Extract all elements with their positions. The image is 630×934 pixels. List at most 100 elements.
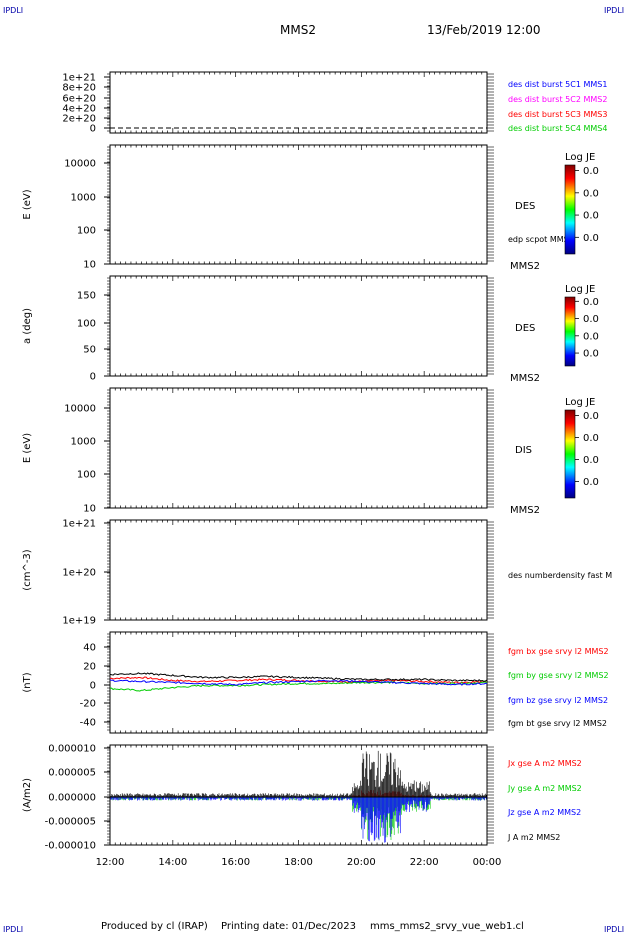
series-jy [110,797,487,840]
instrument-label: DES [515,201,535,212]
y-axis-label: E (eV) [22,189,33,219]
y-tick-label: 10 [83,504,96,515]
y-tick-label: 8e+20 [62,83,96,94]
legend-entry: des dist burst 5C3 MMS3 [508,110,607,119]
y-tick-label: 50 [83,345,96,356]
spacecraft-label: MMS2 [510,373,540,384]
footer-produced: Produced by cl (IRAP) [101,921,208,932]
y-tick-label: -20 [80,699,96,710]
corner-br: IPDLI [604,925,624,934]
y-tick-label: 100 [77,470,96,481]
panel-frame [109,275,488,377]
x-tick-label: 14:00 [158,857,187,868]
legend-entry: des dist burst 5C4 MMS4 [508,124,607,133]
y-tick-label: 0.000010 [48,744,96,755]
legend-entry: J A m2 MMS2 [507,833,560,842]
y-tick-label: 0 [90,681,96,692]
legend-entry: des dist burst 5C2 MMS2 [508,95,607,104]
y-tick-label: -0.000005 [45,817,96,828]
series-j [110,750,487,797]
colorbar-tick-label: 0.0 [583,188,599,199]
panel-frame [109,144,488,265]
spacecraft-label: MMS2 [510,505,540,516]
y-tick-label: 0 [90,124,96,135]
panel-frame [109,71,488,134]
colorbar [564,409,576,499]
y-tick-label: 10000 [64,404,96,415]
y-tick-label: 2e+20 [62,114,96,125]
legend-entry: Jy gse A m2 MMS2 [507,784,582,793]
colorbar-tick-label: 0.0 [583,455,599,466]
colorbar-tick-label: 0.0 [583,233,599,244]
y-tick-label: 0.000005 [48,768,96,779]
colorbar-tick-label: 0.0 [583,411,599,422]
legend-entry: fgm by gse srvy l2 MMS2 [508,671,609,680]
x-tick-label: 12:00 [96,857,125,868]
colorbar-tick-label: 0.0 [583,477,599,488]
colorbar-tick-label: 0.0 [583,349,599,360]
y-tick-label: 1e+21 [62,519,96,530]
x-tick-label: 18:00 [284,857,313,868]
corner-tr: IPDLI [604,6,624,15]
x-tick-label: 22:00 [410,857,439,868]
footer-printing: Printing date: 01/Dec/2023 [221,921,356,932]
legend-entry: fgm bt gse srvy l2 MMS2 [508,719,607,728]
y-axis-label: (cm^-3) [22,549,33,590]
y-tick-label: 1000 [71,437,96,448]
y-tick-label: 0.000000 [48,793,96,804]
x-tick-label: 16:00 [221,857,250,868]
sublabel: edp scpot MMS2 [508,235,574,244]
colorbar [564,296,576,367]
legend-entry: fgm bz gse srvy l2 MMS2 [508,696,608,705]
legend-entry: Jx gse A m2 MMS2 [507,759,582,768]
y-axis-label: (A/m2) [22,778,33,812]
colorbar-tick-label: 0.0 [583,166,599,177]
colorbar-title: Log JE [565,397,595,408]
header-title: MMS2 [280,23,316,37]
footer-file: mms_mms2_srvy_vue_web1.cl [370,921,524,932]
y-tick-label: 1e+19 [62,616,96,627]
y-tick-label: 1e+20 [62,568,96,579]
colorbar-tick-label: 0.0 [583,433,599,444]
series-line [109,681,488,692]
legend-entry: des dist burst 5C1 MMS1 [508,80,607,89]
corner-tl: IPDLI [3,6,23,15]
colorbar-tick-label: 0.0 [583,211,599,222]
colorbar-tick-label: 0.0 [583,331,599,342]
header-datetime: 13/Feb/2019 12:00 [427,23,541,37]
y-tick-label: 4e+20 [62,104,96,115]
y-axis-label: a (deg) [22,308,33,344]
series-line [109,676,488,684]
colorbar [564,164,576,255]
legend-entry: fgm bx gse srvy l2 MMS2 [508,647,609,656]
x-tick-label: 00:00 [473,857,502,868]
colorbar-tick-label: 0.0 [583,297,599,308]
colorbar-tick-label: 0.0 [583,314,599,325]
y-tick-label: 6e+20 [62,94,96,105]
y-axis-label: (nT) [22,672,33,692]
y-axis-label: E (eV) [22,433,33,463]
corner-bl: IPDLI [3,925,23,934]
y-tick-label: -0.000010 [45,841,96,852]
y-tick-label: 40 [83,643,96,654]
y-tick-label: 150 [77,291,96,302]
y-tick-label: -40 [80,718,96,729]
y-tick-label: 100 [77,319,96,330]
legend-entry: des numberdensity fast M [508,571,612,580]
instrument-label: DES [515,323,535,334]
series-line [109,679,487,686]
y-tick-label: 10000 [64,159,96,170]
y-tick-label: 1000 [71,193,96,204]
legend-entry: Jz gse A m2 MMS2 [507,808,581,817]
colorbar-title: Log JE [565,152,595,163]
series-line [109,672,488,682]
y-tick-label: 0 [90,372,96,383]
y-tick-label: 1e+21 [62,73,96,84]
spacecraft-label: MMS2 [510,261,540,272]
x-tick-label: 20:00 [347,857,376,868]
panel-frame [109,387,488,509]
panel-frame [109,519,488,621]
instrument-label: DIS [515,445,532,456]
